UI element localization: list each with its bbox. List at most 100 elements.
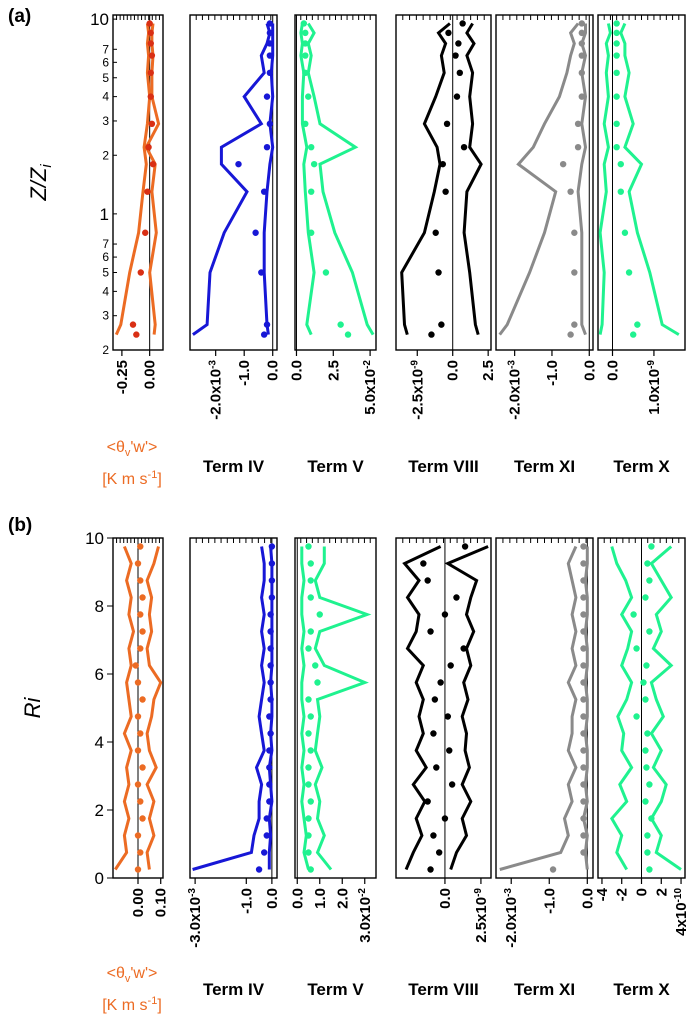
data-point: [430, 730, 437, 737]
series-line-lower: [609, 546, 634, 871]
data-point: [139, 628, 146, 635]
data-point: [644, 730, 651, 737]
series-line-upper: [444, 545, 489, 870]
data-point: [139, 594, 146, 601]
data-point: [129, 321, 137, 328]
series-line-upper: [462, 22, 483, 336]
x-tick-label: 2.0: [334, 888, 351, 909]
data-point: [307, 747, 314, 754]
data-point: [613, 93, 620, 100]
data-point: [137, 543, 144, 550]
data-point: [268, 560, 276, 567]
data-point: [305, 815, 312, 822]
data-point: [302, 69, 309, 77]
data-point: [424, 798, 431, 805]
x-tick-label: 0.00: [142, 360, 159, 389]
data-point: [446, 747, 453, 754]
data-point: [149, 160, 157, 168]
x-tick-label: 1.0x10-9: [646, 360, 663, 415]
data-point: [424, 577, 431, 584]
data-point: [134, 832, 142, 839]
x-tick-label: 0.0: [579, 888, 596, 909]
data-point: [266, 69, 274, 77]
series-line-upper: [306, 22, 375, 336]
data-point: [142, 229, 149, 236]
data-point: [438, 321, 445, 328]
data-point: [310, 160, 318, 168]
x-axis-label: Term V: [307, 457, 364, 476]
y-tick-label: 10: [90, 10, 109, 29]
data-point: [430, 832, 437, 839]
data-point: [134, 679, 142, 686]
x-axis-label: Term X: [613, 980, 670, 999]
data-point: [648, 815, 655, 822]
data-point: [308, 143, 315, 151]
subplot-term-iv: -2.0x10-3 -1.0 0.0 Term IV: [189, 14, 282, 476]
data-point: [139, 815, 146, 822]
y-tick-label: 3: [102, 114, 109, 128]
subplot-term-x: 0.0 1.0x10-9 Term X: [597, 14, 686, 476]
y-axis-title: Ri: [20, 697, 45, 719]
data-point: [580, 696, 587, 703]
data-point: [255, 866, 263, 873]
y-tick-label: 6: [95, 665, 104, 684]
data-point: [580, 543, 587, 550]
x-tick-label: -2.0x10-3: [208, 360, 225, 420]
y-tick-label: 6: [102, 55, 109, 69]
y-tick-label: 5: [102, 71, 109, 85]
data-point: [147, 29, 154, 37]
data-point: [441, 611, 449, 618]
data-point: [578, 29, 586, 37]
data-point: [314, 679, 321, 686]
plot-frame: [597, 14, 686, 351]
data-point: [305, 849, 312, 856]
data-point: [580, 628, 587, 635]
series-line-lower: [402, 545, 442, 871]
data-point: [305, 645, 312, 652]
x-tick-label: 0.0: [605, 360, 622, 381]
plot-frame: [294, 14, 377, 351]
data-point: [578, 20, 586, 27]
series-line-lower: [114, 23, 152, 336]
plot-frame: [395, 537, 492, 879]
x-tick-label: 0.0: [288, 360, 305, 381]
data-point: [580, 781, 587, 788]
series-line-lower: [300, 546, 310, 870]
x-tick-label: -4: [594, 887, 611, 901]
data-point: [266, 747, 273, 754]
data-point: [137, 577, 144, 584]
data-point: [305, 696, 312, 703]
data-point: [268, 543, 276, 550]
data-point: [134, 713, 142, 720]
data-point: [448, 781, 456, 788]
data-point: [640, 679, 647, 686]
data-point: [442, 188, 449, 195]
x-tick-label: 0.0: [445, 360, 462, 381]
plot-frame: [294, 537, 377, 879]
y-tick-label: 4: [102, 90, 109, 104]
data-point: [432, 229, 439, 236]
data-point: [571, 269, 578, 276]
data-point: [266, 20, 274, 27]
subplot-term-v: 0.0 2.5 5.0x10-2 Term V: [288, 14, 379, 476]
x-tick-label: 0: [634, 888, 651, 896]
data-point: [571, 321, 578, 328]
series-line-lower: [498, 22, 580, 336]
data-point: [580, 730, 587, 737]
data-point: [580, 662, 587, 669]
series-line-upper: [649, 545, 682, 871]
x-tick-label: -1.0: [238, 888, 255, 914]
plot-frame: [112, 14, 164, 351]
data-point: [580, 747, 587, 754]
data-point: [266, 713, 273, 720]
data-point: [445, 29, 452, 37]
data-point: [646, 781, 653, 788]
y-tick-label: 0: [95, 869, 104, 888]
x-tick-label: -2.0x10-3: [507, 360, 524, 420]
x-axis-label: Term XI: [514, 980, 575, 999]
data-point: [580, 645, 587, 652]
x-tick-label: -1.0: [544, 360, 561, 386]
data-point: [337, 321, 344, 328]
subplot-theta-flux: -0.25 0.00 <θv'w'> [K m s-1]: [102, 14, 164, 488]
